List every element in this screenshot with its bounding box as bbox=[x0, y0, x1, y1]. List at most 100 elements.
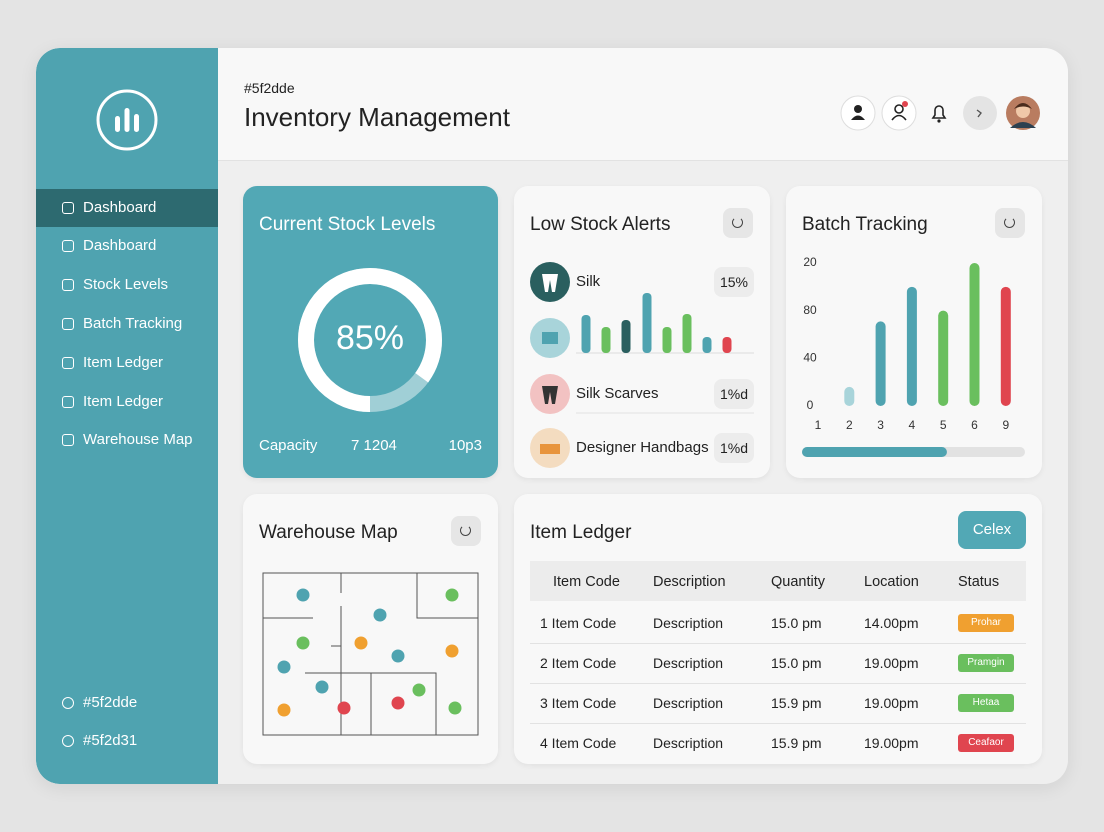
nav-icon bbox=[62, 357, 74, 369]
x-tick-label: 1 bbox=[815, 418, 822, 432]
nav-item[interactable]: Dashboard bbox=[36, 189, 218, 227]
refresh-button[interactable] bbox=[723, 208, 753, 238]
y-tick-label: 40 bbox=[803, 351, 817, 365]
table-cell: 1 Item Code bbox=[540, 615, 617, 631]
nav-label: Warehouse Map bbox=[83, 431, 193, 448]
table-cell: Description bbox=[653, 695, 724, 711]
row-divider bbox=[530, 723, 1026, 724]
ledger-card: Item Ledger Celex Item Code Description Qu… bbox=[514, 494, 1042, 764]
warehouse-map bbox=[262, 572, 479, 736]
alert-badge: 1%d bbox=[714, 379, 754, 409]
header-subtitle: #5f2dde bbox=[244, 80, 295, 96]
header: #5f2dde Inventory Management bbox=[218, 48, 1068, 161]
x-tick-label: 9 bbox=[1002, 418, 1009, 432]
nav-icon bbox=[62, 318, 74, 330]
ledger-button[interactable]: Celex bbox=[958, 511, 1026, 549]
nav-label: Dashboard bbox=[83, 199, 157, 216]
column-header: Item Code bbox=[553, 574, 620, 590]
refresh-button[interactable] bbox=[995, 208, 1025, 238]
progress-fill bbox=[802, 447, 947, 457]
card-title: Item Ledger bbox=[530, 522, 632, 543]
nav-label: Batch Tracking bbox=[83, 315, 183, 332]
nav-item[interactable]: Item Ledger bbox=[36, 344, 218, 382]
footer-icon bbox=[62, 735, 74, 747]
footer-label: #5f2dde bbox=[83, 694, 138, 711]
nav-label: Dashboard bbox=[83, 237, 157, 254]
card-title: Current Stock Levels bbox=[259, 214, 436, 235]
footer-item[interactable]: #5f2d31 bbox=[36, 722, 218, 760]
mini-bar bbox=[621, 320, 631, 353]
alert-name: Silk Scarves bbox=[576, 385, 659, 402]
column-header: Status bbox=[958, 574, 1000, 590]
card-title: Low Stock Alerts bbox=[530, 214, 671, 235]
nav-icon bbox=[62, 279, 74, 291]
mini-bar bbox=[642, 293, 652, 353]
status-badge: Prohar bbox=[958, 614, 1014, 632]
table-cell: 3 Item Code bbox=[540, 695, 617, 711]
table-cell: Description bbox=[653, 615, 724, 631]
footer-icon bbox=[62, 697, 74, 709]
alert-badge: 15% bbox=[714, 267, 754, 297]
nav-item[interactable]: Item Ledger bbox=[36, 383, 218, 421]
mini-bar bbox=[682, 314, 692, 353]
nav-label: Item Ledger bbox=[83, 393, 164, 410]
logo bbox=[96, 89, 158, 151]
mini-bar bbox=[601, 327, 611, 353]
capacity-value: 7 1204 bbox=[351, 437, 397, 454]
nav-icon bbox=[62, 240, 74, 252]
table-cell: Description bbox=[653, 655, 724, 671]
card-title: Warehouse Map bbox=[259, 522, 398, 543]
alerts-graphics bbox=[530, 262, 754, 468]
nav-label: Item Ledger bbox=[83, 354, 164, 371]
row-divider bbox=[530, 643, 1026, 644]
nav-icon bbox=[62, 396, 74, 408]
bar bbox=[969, 263, 980, 406]
gauge: 85% bbox=[298, 268, 442, 412]
batch-chart: 20 80 40 01 2 3 4 5 6 9 bbox=[802, 255, 1025, 457]
header-title: Inventory Management bbox=[244, 102, 510, 132]
header-icons[interactable] bbox=[838, 92, 1063, 134]
x-tick-label: 2 bbox=[846, 418, 853, 432]
table-cell: 2 Item Code bbox=[540, 655, 617, 671]
capacity-label: Capacity bbox=[259, 437, 318, 454]
x-tick-label: 4 bbox=[909, 418, 916, 432]
table-header bbox=[530, 561, 1026, 601]
app-window: Dashboard Dashboard Stock Levels Batch Trac… bbox=[36, 48, 1068, 784]
alert-badge: 1%d bbox=[714, 433, 754, 463]
mini-bar bbox=[581, 315, 591, 353]
alerts-card: Low Stock Alerts Silk 15% Silk Scarves 1%d D… bbox=[514, 186, 770, 478]
mini-bar bbox=[702, 337, 712, 353]
mini-bar bbox=[662, 327, 672, 353]
footer-item[interactable]: #5f2dde bbox=[36, 684, 218, 722]
refresh-button[interactable] bbox=[451, 516, 481, 546]
bar bbox=[844, 386, 855, 406]
alert-name: Silk bbox=[576, 273, 601, 290]
sidebar: Dashboard Dashboard Stock Levels Batch Trac… bbox=[36, 48, 218, 784]
table-cell: Description bbox=[653, 735, 724, 751]
table-cell: 15.9 pm bbox=[771, 735, 822, 751]
nav-icon bbox=[62, 202, 74, 214]
column-header: Description bbox=[653, 574, 726, 590]
table-cell: 19.00pm bbox=[864, 735, 919, 751]
nav-item[interactable]: Dashboard bbox=[36, 227, 218, 265]
table-cell: 19.00pm bbox=[864, 695, 919, 711]
bar bbox=[906, 286, 917, 406]
gauge-label: 85% bbox=[336, 319, 404, 357]
nav-icon bbox=[62, 434, 74, 446]
nav-item[interactable]: Stock Levels bbox=[36, 266, 218, 304]
column-header: Location bbox=[864, 574, 919, 590]
y-tick-label: 80 bbox=[803, 303, 817, 317]
stock-card: Current Stock Levels 85% Capacity 7 1204… bbox=[243, 186, 498, 478]
nav-item[interactable]: Batch Tracking bbox=[36, 305, 218, 343]
capacity-total: 10p3 bbox=[448, 437, 482, 454]
bar bbox=[875, 321, 886, 406]
row-divider bbox=[530, 683, 1026, 684]
table-cell: 15.0 pm bbox=[771, 615, 822, 631]
nav-item[interactable]: Warehouse Map bbox=[36, 421, 218, 459]
alert-name: Designer Handbags bbox=[576, 439, 709, 456]
table-cell: 4 Item Code bbox=[540, 735, 617, 751]
column-header: Quantity bbox=[771, 574, 825, 590]
gauge-arc bbox=[298, 268, 442, 412]
table-cell: 14.00pm bbox=[864, 615, 919, 631]
